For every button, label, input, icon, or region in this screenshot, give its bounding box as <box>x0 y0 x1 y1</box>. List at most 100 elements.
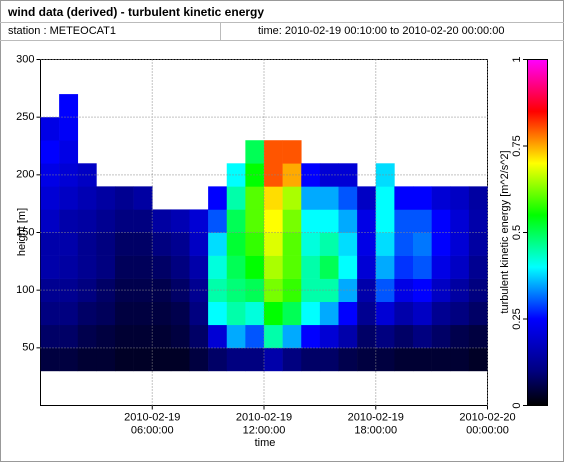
heat-cell <box>301 255 321 279</box>
heat-cell <box>413 209 432 233</box>
heat-cell <box>282 140 302 164</box>
heat-cell <box>152 347 172 372</box>
heat-cell <box>319 347 339 372</box>
x-tick-label: 2010-02-19 12:00:00 <box>236 411 292 436</box>
heat-cell <box>394 232 414 256</box>
heat-cell <box>115 278 134 302</box>
heat-cell <box>96 255 116 279</box>
heat-cell <box>301 209 321 233</box>
heat-cell <box>264 278 283 302</box>
heat-cell <box>115 186 134 210</box>
heat-cell <box>96 186 116 210</box>
heat-cell <box>133 186 153 210</box>
heat-cell <box>394 347 414 372</box>
heat-cell <box>133 255 153 279</box>
heat-cell <box>282 163 302 187</box>
heat-cell <box>264 163 283 187</box>
heat-cell <box>319 232 339 256</box>
heat-cell <box>468 255 488 279</box>
heat-cell <box>115 255 134 279</box>
heat-cell <box>96 278 116 302</box>
heat-cell <box>77 209 97 233</box>
heat-cell <box>152 278 172 302</box>
heat-cell <box>59 255 79 279</box>
heat-cell <box>413 347 432 372</box>
heat-cell <box>40 324 60 349</box>
heat-cell <box>170 255 190 279</box>
heat-cell <box>338 324 358 349</box>
x-tick-label: 2010-02-19 06:00:00 <box>124 411 180 436</box>
heat-cell <box>357 278 377 302</box>
heat-cell <box>375 324 395 349</box>
heat-cell <box>319 186 339 210</box>
heat-cell <box>133 301 153 326</box>
y-tick-label: 250 <box>16 111 34 123</box>
heat-cell <box>394 324 414 349</box>
heat-cell <box>375 278 395 302</box>
heat-cell <box>450 186 470 210</box>
heat-cell <box>115 324 134 349</box>
heat-cell <box>450 324 470 349</box>
heat-cell <box>245 255 265 279</box>
heat-cell <box>59 94 79 118</box>
heat-cell <box>189 278 209 302</box>
heat-cell <box>189 232 209 256</box>
heat-cell <box>152 232 172 256</box>
heat-cell <box>59 117 79 141</box>
heat-cell <box>226 232 246 256</box>
heat-cell <box>96 347 116 372</box>
station: station : METEOCAT1 <box>8 25 116 37</box>
heat-cell <box>413 324 432 349</box>
heat-cell <box>338 209 358 233</box>
heat-cell <box>59 186 79 210</box>
colorbar-tick-label: 0 <box>511 402 523 408</box>
heat-cell <box>413 301 432 326</box>
heat-cell <box>301 186 321 210</box>
heat-cell <box>450 232 470 256</box>
heat-cell <box>301 301 321 326</box>
heat-cell <box>431 186 451 210</box>
heat-cell <box>96 324 116 349</box>
heat-cell <box>226 347 246 372</box>
heat-cell <box>338 232 358 256</box>
heat-cell <box>133 347 153 372</box>
heat-cell <box>282 186 302 210</box>
heat-cell <box>77 255 97 279</box>
heat-cell <box>208 301 228 326</box>
heat-cell <box>431 301 451 326</box>
heat-cell <box>152 324 172 349</box>
colorbar <box>527 59 548 406</box>
heat-cell <box>431 255 451 279</box>
heat-cell <box>245 186 265 210</box>
heat-cell <box>338 301 358 326</box>
y-tick-label: 200 <box>16 169 34 181</box>
heat-cell <box>413 232 432 256</box>
heat-cell <box>301 324 321 349</box>
heat-cell <box>226 209 246 233</box>
heat-cell <box>375 186 395 210</box>
heat-cell <box>152 255 172 279</box>
heat-cell <box>189 301 209 326</box>
heat-cell <box>59 163 79 187</box>
heat-cell <box>375 232 395 256</box>
heat-cell <box>282 347 302 372</box>
heat-cell <box>431 324 451 349</box>
heat-cell <box>152 301 172 326</box>
heat-cell <box>375 347 395 372</box>
heat-cell <box>226 301 246 326</box>
heat-cell <box>170 209 190 233</box>
heat-cell <box>115 301 134 326</box>
heat-cell <box>208 324 228 349</box>
heat-cell <box>208 186 228 210</box>
heat-cell <box>245 301 265 326</box>
heat-cell <box>59 324 79 349</box>
heat-cell <box>394 209 414 233</box>
heat-cell <box>282 301 302 326</box>
heat-cell <box>282 255 302 279</box>
heat-cell <box>468 209 488 233</box>
colorbar-tick-label: 1 <box>511 56 523 62</box>
heat-cell <box>245 140 265 164</box>
heat-cell <box>375 255 395 279</box>
heat-cell <box>40 301 60 326</box>
